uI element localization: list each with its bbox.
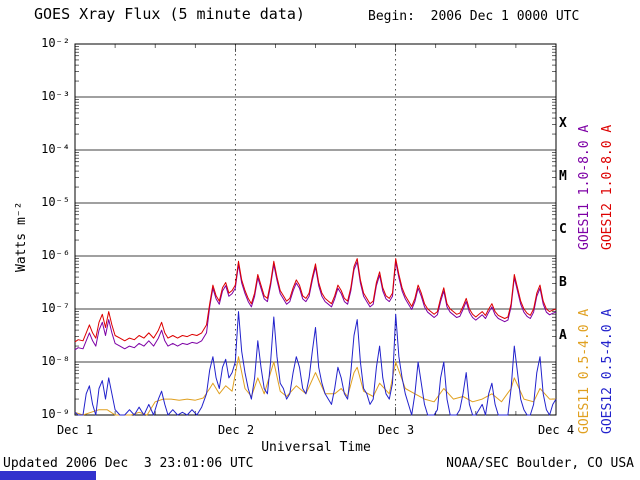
credit-label: NOAA/SEC Boulder, CO USA <box>446 456 634 471</box>
x-tick-label: Dec 2 <box>217 423 255 437</box>
x-tick-label: Dec 1 <box>56 423 94 437</box>
page-title: GOES Xray Flux (5 minute data) <box>34 5 305 23</box>
flare-class-a: A <box>559 328 567 343</box>
y-tick-label: 10⁻⁸ <box>41 354 70 368</box>
updated-timestamp: Updated 2006 Dec 3 23:01:06 UTC <box>3 456 254 471</box>
series-goes12-1-0-8-0-a <box>74 258 557 343</box>
legend-goes11-short: GOES11 0.5-4.0 A <box>577 308 592 434</box>
y-tick-label: 10⁻⁹ <box>41 407 70 421</box>
y-tick-label: 10⁻² <box>41 36 70 50</box>
y-tick-label: 10⁻⁴ <box>41 142 70 156</box>
x-tick-label: Dec 3 <box>377 423 415 437</box>
legend-goes12-long: GOES12 1.0-8.0 A <box>600 124 615 250</box>
begin-time-label: Begin: 2006 Dec 1 0000 UTC <box>368 9 580 24</box>
y-tick-label: 10⁻⁶ <box>41 248 70 262</box>
flare-class-b: B <box>559 275 567 290</box>
x-tick-label: Dec 4 <box>537 423 575 437</box>
series-goes11-1-0-8-0-a <box>74 261 557 351</box>
y-tick-label: 10⁻⁷ <box>41 301 70 315</box>
series-goes12-0-5-4-0-a <box>74 311 557 416</box>
y-tick-label: 10⁻⁵ <box>41 195 70 209</box>
y-tick-label: 10⁻³ <box>41 89 70 103</box>
bottom-blue-bar <box>0 471 96 480</box>
flare-class-x: X <box>559 116 567 131</box>
y-axis-title: Watts m⁻² <box>14 201 29 272</box>
legend-goes11-long: GOES11 1.0-8.0 A <box>577 124 592 250</box>
legend-goes12-short: GOES12 0.5-4.0 A <box>600 308 615 434</box>
series-goes11-0-5-4-0-a <box>74 356 556 416</box>
flare-class-m: M <box>559 169 567 184</box>
x-axis-title: Universal Time <box>261 440 371 455</box>
flare-class-c: C <box>559 222 567 237</box>
